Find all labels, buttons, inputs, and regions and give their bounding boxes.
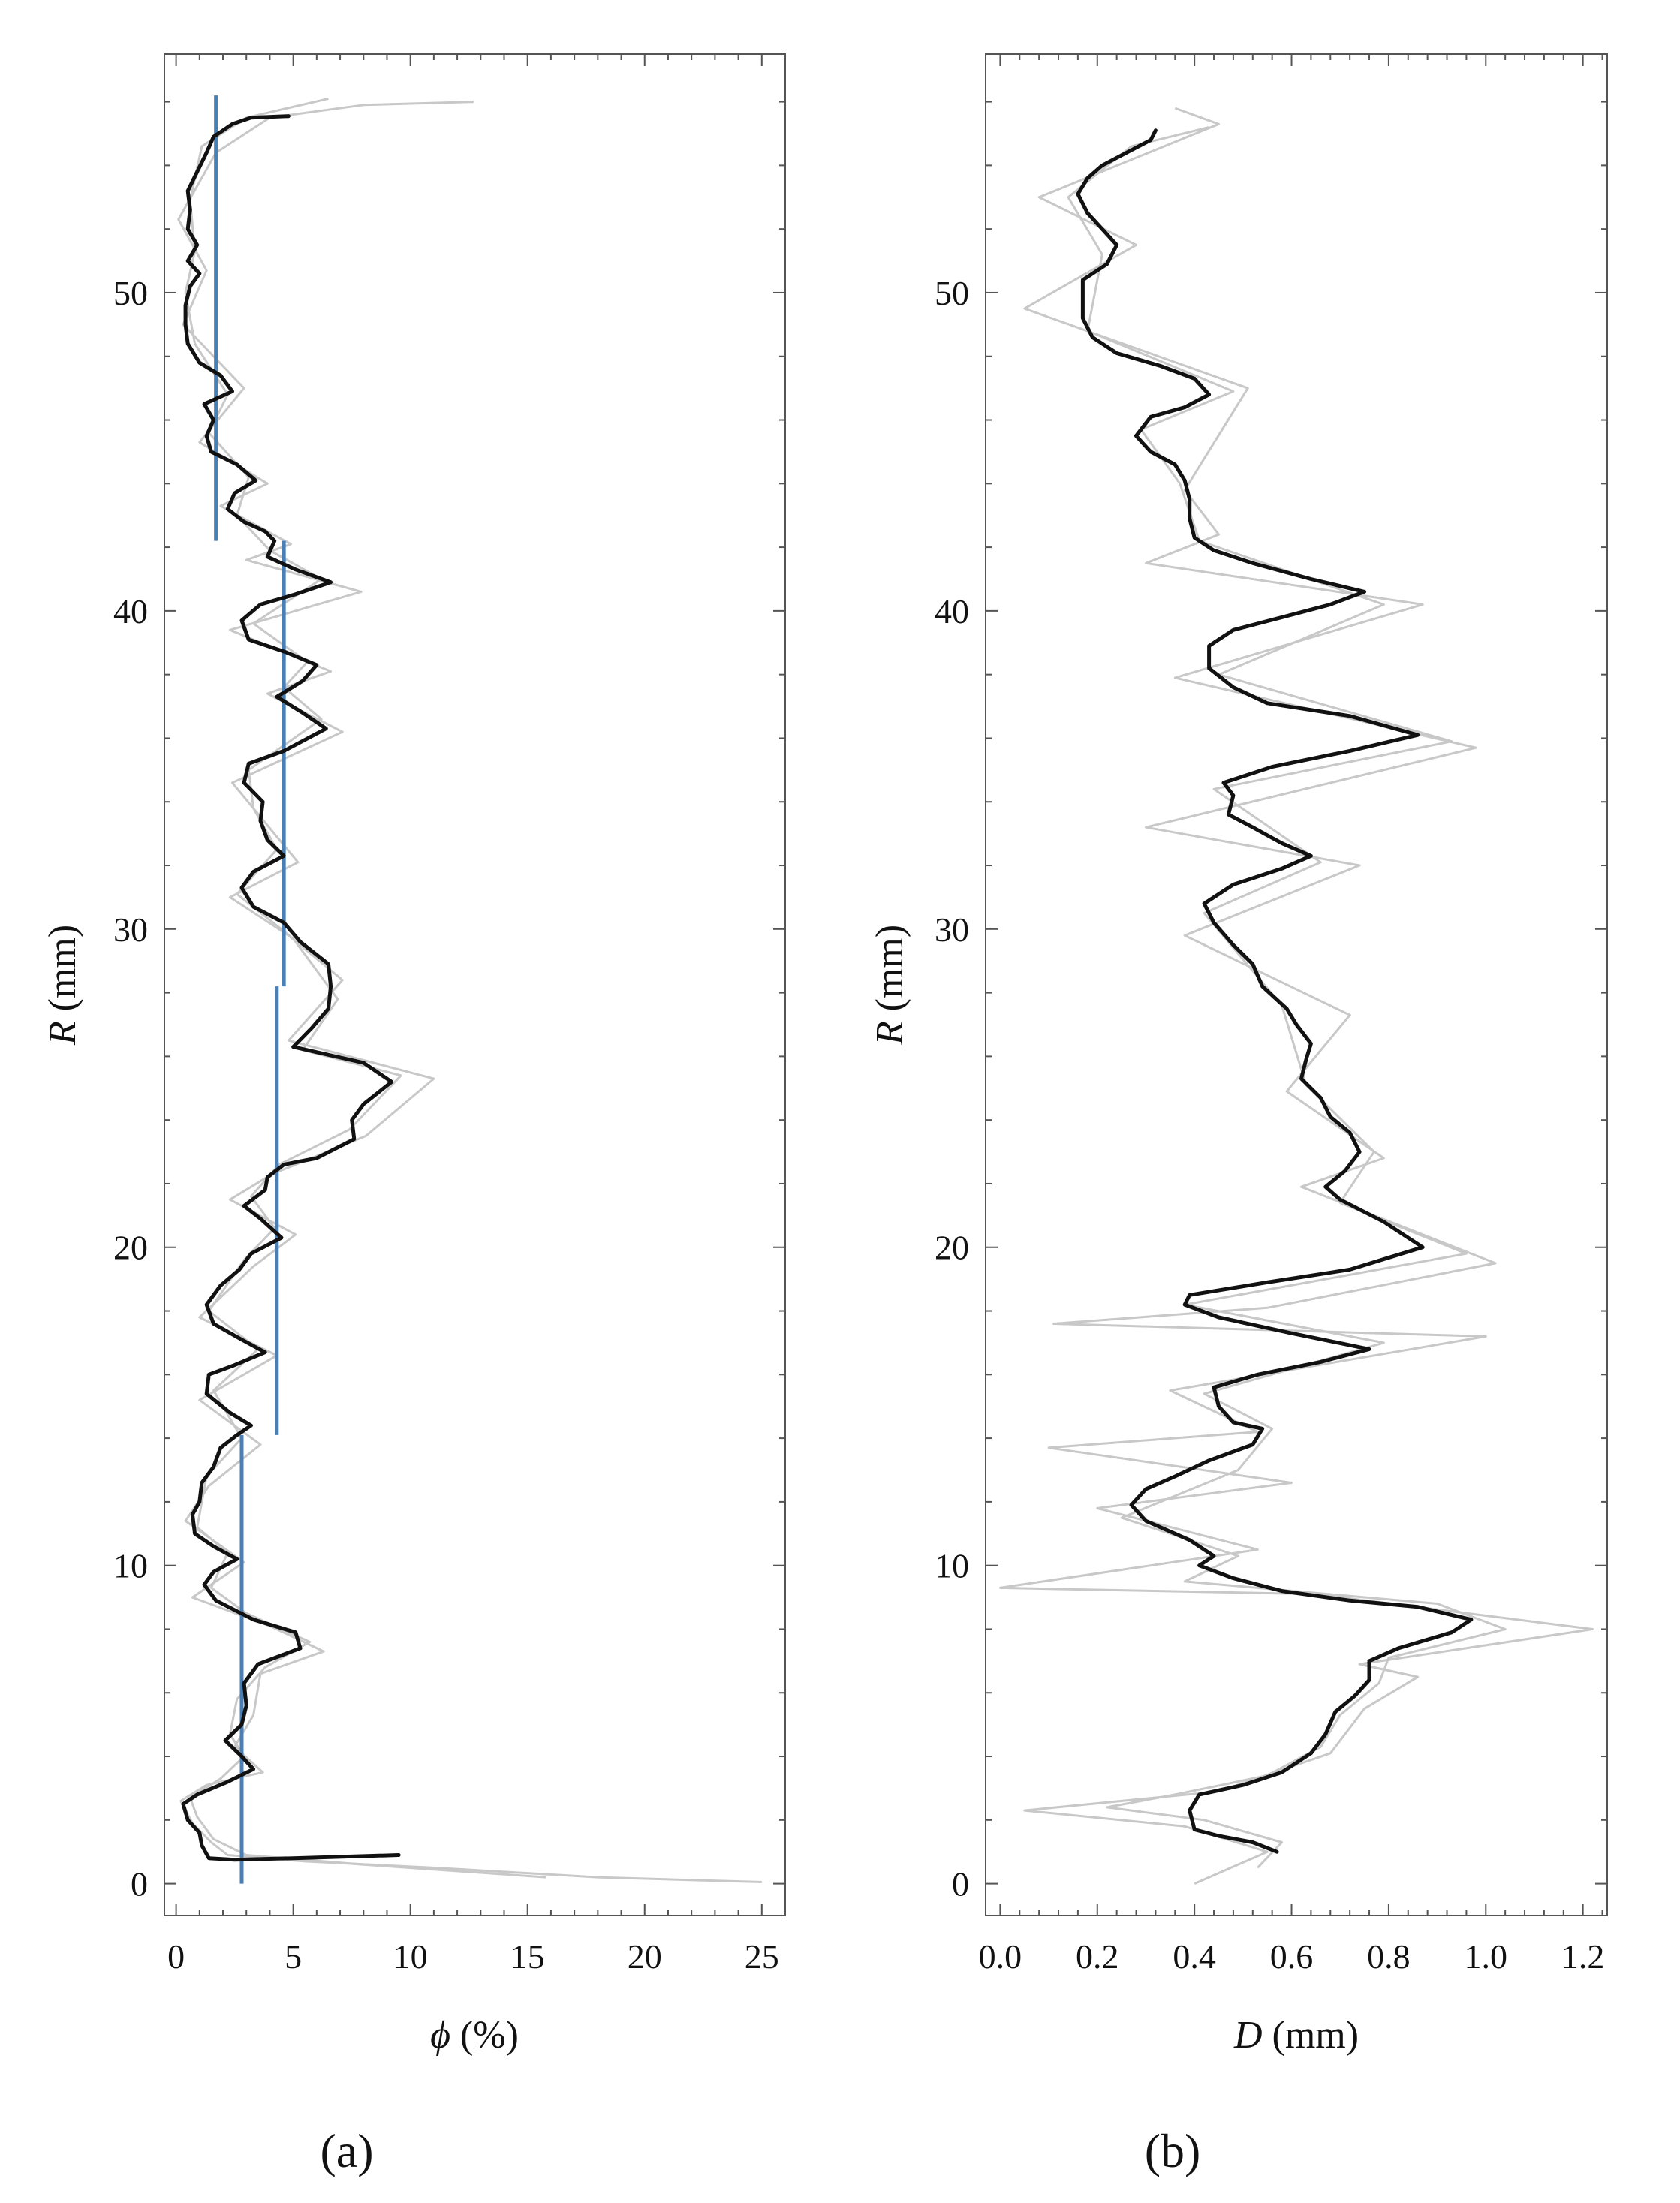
replicate-line [177,101,762,1883]
replicate-line [1067,126,1507,1869]
x-tick-label: 25 [745,1937,779,1976]
panel-a-plot-frame [164,53,786,1916]
panel-a-replicates [177,97,762,1883]
y-tick-label: 20 [935,1229,969,1267]
x-tick-label: 5 [285,1937,302,1976]
x-tick-label: 10 [393,1937,428,1976]
y-tick-label: 20 [113,1229,148,1267]
panel-a-mean [181,114,401,1862]
replicate-line [998,107,1594,1885]
panel-b-x-ticks: 0.0 0.2 0.4 0.6 0.8 1.0 1.2 [979,54,1605,1976]
panel-a-x-axis-title: ϕ (%) [430,2014,519,2057]
panel-a-segments [214,95,286,1884]
panel-a-y-axis-title: R (mm) [41,925,84,1046]
x-tick-label: 15 [510,1937,545,1976]
panel-a-y-ticks: 0 10 20 30 40 50 [113,101,785,1904]
panel-b-label: (b) [1145,2124,1201,2177]
x-tick-label: 0.0 [979,1937,1022,1976]
y-tick-label: 30 [113,910,148,949]
mean-line [181,114,401,1862]
panel-b-replicates [998,107,1594,1885]
y-tick-label: 0 [131,1865,148,1904]
y-tick-label: 10 [113,1547,148,1585]
y-tick-label: 10 [935,1547,969,1585]
y-tick-label: 50 [113,274,148,312]
x-tick-label: 1.0 [1465,1937,1508,1976]
panel-b-mean [1076,128,1474,1854]
panel-b-plot-frame [985,53,1608,1916]
y-tick-label: 0 [952,1865,969,1904]
x-tick-label: 0.4 [1173,1937,1216,1976]
replicate-line [184,97,546,1879]
y-tick-label: 30 [935,910,969,949]
panel-a-label: (a) [320,2124,373,2177]
x-tick-label: 20 [628,1937,662,1976]
y-tick-label: 40 [935,592,969,631]
x-tick-label: 0.8 [1367,1937,1411,1976]
panel-b-y-ticks: 0 10 20 30 40 50 [935,101,1607,1904]
x-tick-label: 0.6 [1270,1937,1314,1976]
panel-b-y-axis-title: R (mm) [869,925,911,1046]
x-tick-label: 0 [167,1937,185,1976]
panel-a-x-ticks: 0 5 10 15 20 25 [167,54,786,1976]
x-tick-label: 0.2 [1076,1937,1119,1976]
x-tick-label: 1.2 [1561,1937,1605,1976]
mean-line [1076,128,1474,1854]
panel-b: 0.0 0.2 0.4 0.6 0.8 1.0 1.2 0 10 20 30 40 50 D (mm)… [869,53,1608,2177]
y-tick-label: 50 [935,274,969,312]
y-tick-label: 40 [113,592,148,631]
panel-b-x-axis-title: D (mm) [1233,2014,1359,2057]
panel-a: 0 5 10 15 20 25 0 10 20 30 40 50 ϕ (%) R (mm) (a) [41,53,786,2177]
